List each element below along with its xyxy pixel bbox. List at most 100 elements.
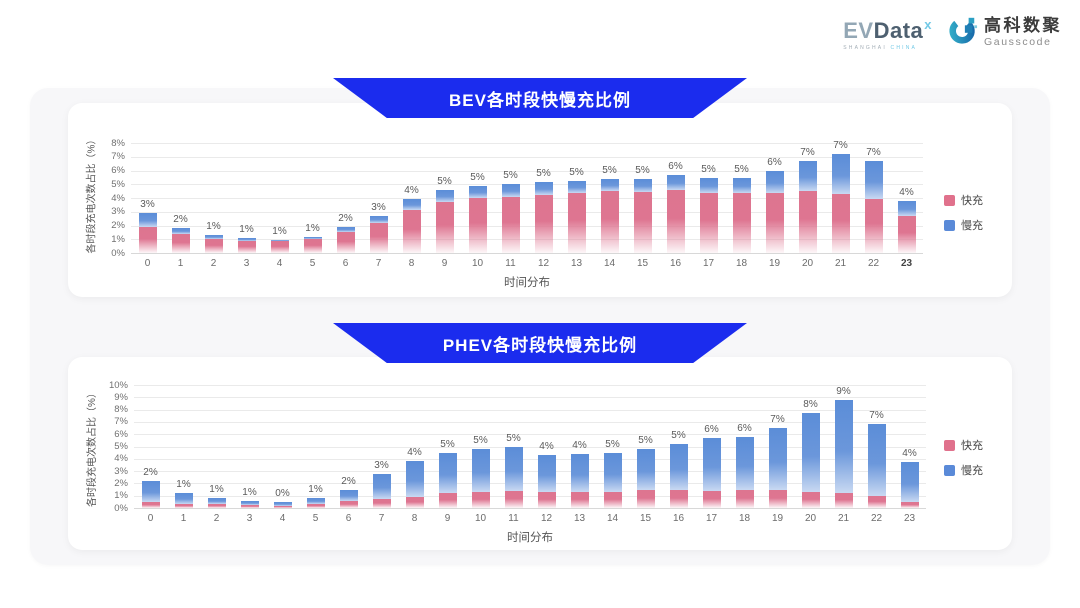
- x-axis-title: 时间分布: [507, 532, 553, 544]
- bar-segment-fast-charge: [831, 193, 850, 253]
- bar-segment-fast-charge: [273, 506, 292, 508]
- bar-segment-fast-charge: [204, 239, 223, 253]
- bar-segment-fast-charge: [270, 241, 289, 253]
- legend-item-fast-charge[interactable]: 快充: [944, 192, 983, 208]
- stacked-bar-hour-20: [798, 160, 817, 253]
- bar-segment-fast-charge: [438, 493, 457, 508]
- bev-chart-title-banner: BEV各时段快慢充比例: [333, 78, 747, 118]
- x-axis-tick-18: 18: [738, 513, 751, 524]
- stacked-bar-hour-9: [438, 452, 457, 508]
- y-axis-tick-10pct: 10%: [108, 379, 128, 391]
- legend-item-slow-charge[interactable]: 慢充: [944, 217, 983, 233]
- bar-segment-slow-charge: [468, 185, 487, 198]
- stacked-bar-hour-22: [867, 424, 886, 508]
- bar-total-label: 0%: [275, 488, 290, 500]
- bar-total-label: 5%: [638, 434, 653, 446]
- x-axis-tick-16: 16: [672, 513, 685, 524]
- bar-total-label: 4%: [902, 448, 917, 460]
- bar-segment-fast-charge: [435, 202, 454, 253]
- evdata-ev-text: EV: [843, 18, 874, 43]
- stacked-bar-hour-10: [471, 448, 490, 508]
- bar-segment-fast-charge: [699, 193, 718, 253]
- bar-segment-slow-charge: [801, 413, 820, 492]
- x-axis-tick-19: 19: [768, 258, 781, 269]
- y-axis-title: 各时段充电次数占比（%）: [86, 387, 98, 507]
- stacked-bar-hour-13: [567, 180, 586, 253]
- x-axis-tick-9: 9: [444, 513, 451, 524]
- y-axis-tick-4pct: 4%: [114, 453, 128, 465]
- gridline-10pct: [134, 385, 926, 386]
- stacked-bar-hour-9: [435, 190, 454, 253]
- x-axis-tick-23: 23: [903, 513, 916, 524]
- bar-segment-fast-charge: [171, 233, 190, 253]
- legend-item-fast-charge[interactable]: 快充: [944, 437, 983, 453]
- bar-total-label: 5%: [602, 164, 617, 176]
- x-axis-tick-9: 9: [441, 258, 448, 269]
- bar-total-label: 2%: [341, 475, 356, 487]
- bar-segment-slow-charge: [699, 178, 718, 194]
- bar-total-label: 5%: [470, 171, 485, 183]
- bar-total-label: 4%: [407, 447, 422, 459]
- bar-total-label: 5%: [437, 176, 452, 188]
- stacked-bar-hour-7: [372, 474, 391, 508]
- bar-segment-fast-charge: [834, 493, 853, 508]
- bar-total-label: 7%: [800, 146, 815, 158]
- bar-segment-fast-charge: [801, 492, 820, 508]
- x-axis-tick-18: 18: [735, 258, 748, 269]
- bar-segment-fast-charge: [537, 492, 556, 508]
- fast-charge-swatch-icon: [944, 194, 955, 206]
- x-axis-tick-8: 8: [411, 513, 418, 524]
- phev-chart: 0% 1% 2% 3% 4% 5% 6% 7% 8% 9% 10% 各时段充电次数占比（%） 2% 0 1%…: [68, 357, 1012, 550]
- y-axis-tick-1pct: 1%: [111, 233, 125, 245]
- bar-segment-slow-charge: [702, 437, 721, 491]
- bar-segment-slow-charge: [501, 183, 520, 197]
- stacked-bar-hour-18: [732, 178, 751, 253]
- x-axis-tick-13: 13: [573, 513, 586, 524]
- bar-total-label: 6%: [704, 423, 719, 435]
- bar-segment-slow-charge: [669, 444, 688, 490]
- bar-total-label: 1%: [209, 484, 224, 496]
- gridline-9pct: [134, 397, 926, 399]
- bar-segment-slow-charge: [567, 180, 586, 194]
- stacked-bar-hour-13: [570, 453, 589, 508]
- x-axis-tick-6: 6: [342, 258, 349, 269]
- gridline-5pct: [131, 184, 923, 186]
- x-axis-tick-0: 0: [147, 513, 154, 524]
- stacked-bar-hour-3: [237, 237, 256, 253]
- gridline-0pct: [131, 253, 923, 254]
- x-axis-tick-3: 3: [243, 258, 250, 269]
- bar-segment-slow-charge: [471, 448, 490, 492]
- bar-total-label: 1%: [239, 223, 254, 235]
- bar-total-label: 3%: [371, 201, 386, 213]
- x-axis-tick-15: 15: [636, 258, 649, 269]
- bar-total-label: 5%: [635, 164, 650, 176]
- bar-segment-slow-charge: [240, 500, 259, 505]
- bar-segment-slow-charge: [303, 236, 322, 240]
- stacked-bar-hour-14: [600, 178, 619, 253]
- bar-segment-fast-charge: [669, 489, 688, 508]
- legend-item-slow-charge[interactable]: 慢充: [944, 462, 983, 478]
- slow-charge-label: 慢充: [961, 220, 983, 232]
- bar-segment-slow-charge: [900, 462, 919, 502]
- bar-segment-fast-charge: [471, 492, 490, 508]
- bar-total-label: 5%: [734, 164, 749, 176]
- bar-total-label: 4%: [404, 185, 419, 197]
- bar-total-label: 7%: [869, 410, 884, 422]
- gausscode-name-en: Gausscode: [984, 35, 1052, 48]
- bev-legend: 快充 慢充: [944, 192, 983, 233]
- bar-segment-fast-charge: [141, 502, 160, 508]
- x-axis-tick-1: 1: [180, 513, 187, 524]
- slow-charge-swatch-icon: [944, 464, 955, 476]
- bar-segment-fast-charge: [570, 492, 589, 508]
- bar-total-label: 9%: [836, 385, 851, 397]
- bar-segment-fast-charge: [900, 501, 919, 508]
- bar-total-label: 5%: [440, 438, 455, 450]
- bar-total-label: 4%: [899, 186, 914, 198]
- bar-segment-slow-charge: [732, 178, 751, 194]
- x-axis-tick-19: 19: [771, 513, 784, 524]
- bar-segment-slow-charge: [504, 446, 523, 491]
- bar-segment-fast-charge: [636, 489, 655, 508]
- stacked-bar-hour-20: [801, 413, 820, 508]
- stacked-bar-hour-6: [339, 489, 358, 508]
